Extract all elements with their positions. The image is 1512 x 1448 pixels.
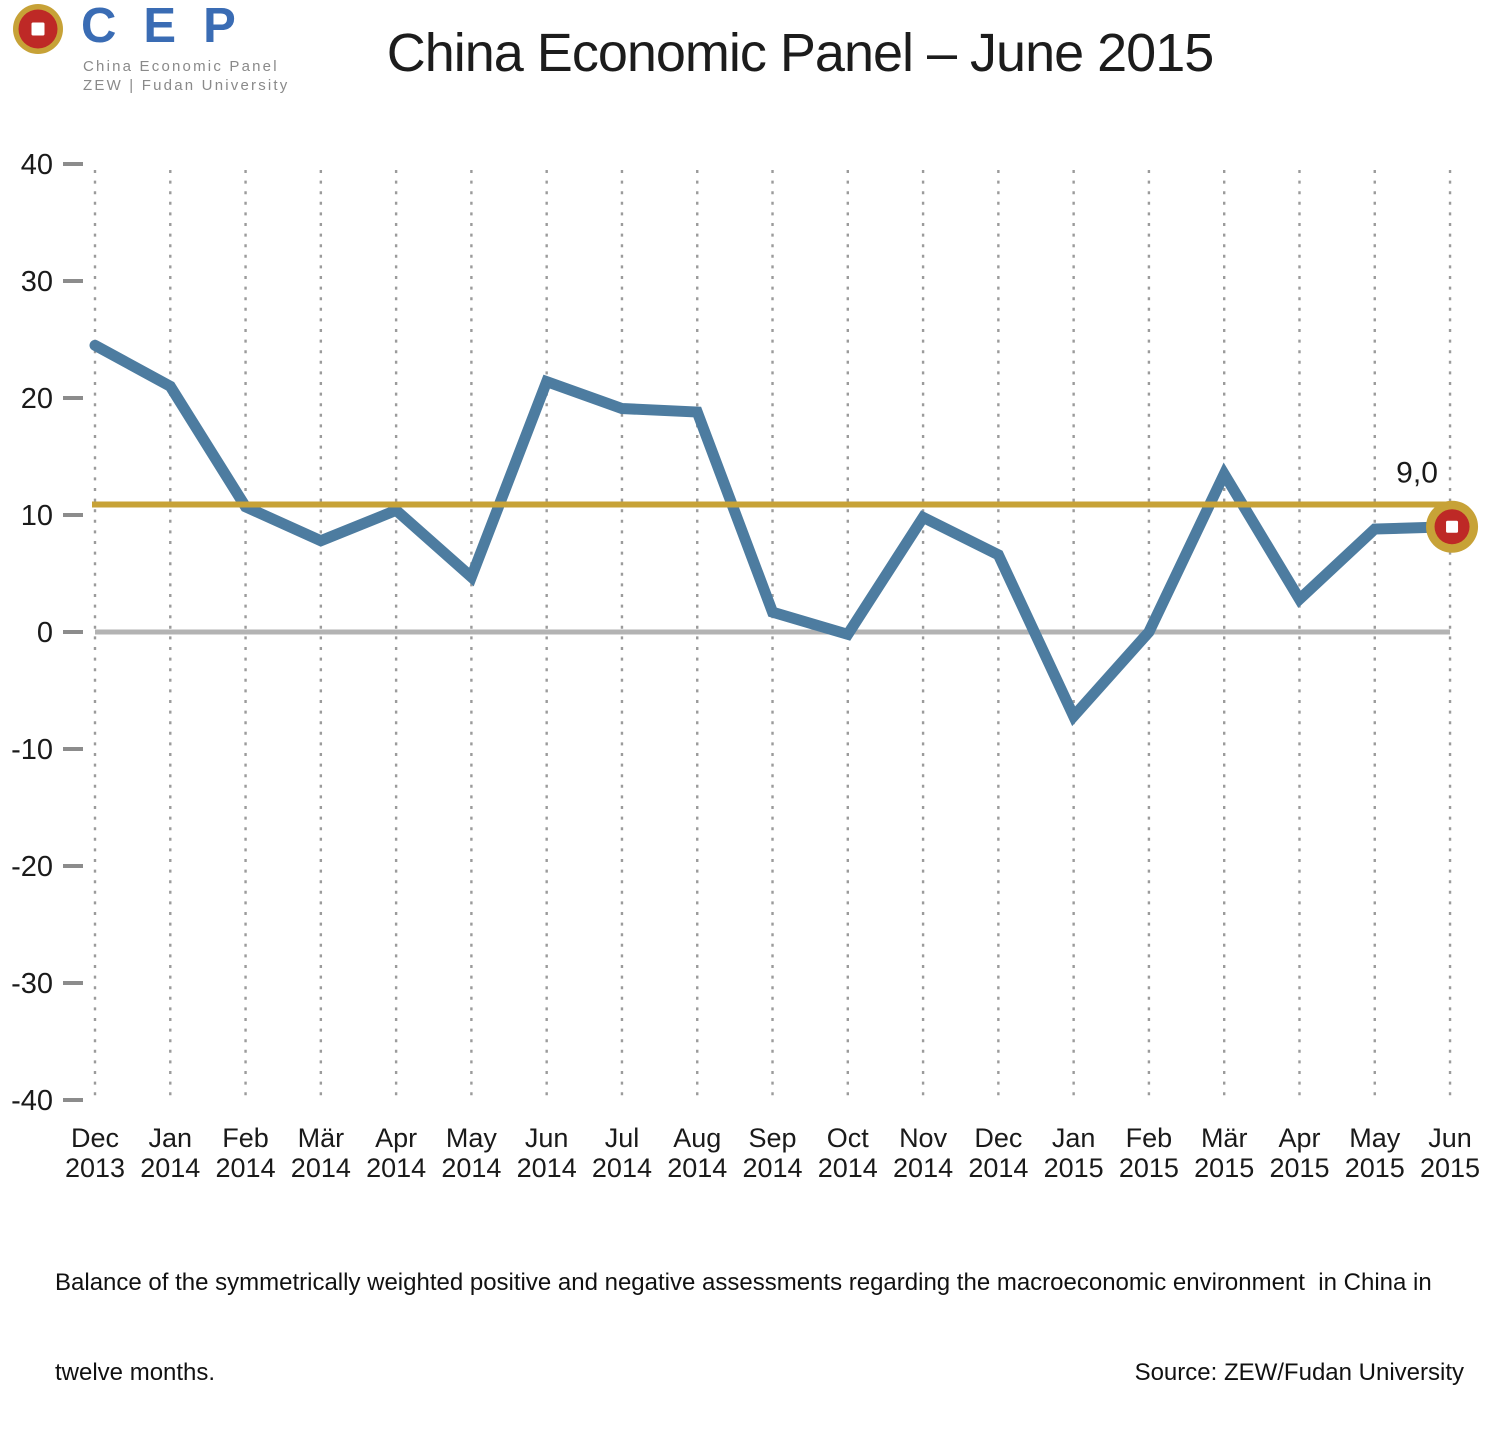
x-tick-year: 2015 <box>1194 1153 1254 1183</box>
cep-chart-page: CEP China Economic Panel ZEW | Fudan Uni… <box>0 0 1480 1387</box>
x-tick-month: Apr <box>1278 1123 1320 1153</box>
last-point-marker <box>1426 500 1479 553</box>
x-tick-month: Dec <box>71 1123 119 1153</box>
footnote-line2: twelve months. <box>55 1359 216 1386</box>
logo-acronym: CEP <box>81 0 263 53</box>
x-tick-year: 2015 <box>1420 1153 1480 1183</box>
y-tick-label: -40 <box>11 1085 53 1117</box>
x-tick-month: Feb <box>222 1123 269 1153</box>
y-tick-label: -30 <box>11 968 53 1000</box>
x-tick-month: Sep <box>748 1123 796 1153</box>
x-tick-year: 2014 <box>216 1153 276 1183</box>
source-credit: Source: ZEW/Fudan University <box>1134 1359 1464 1386</box>
x-tick-year: 2014 <box>140 1153 200 1183</box>
x-tick-month: Mär <box>1201 1123 1248 1153</box>
x-tick-month: Apr <box>375 1123 417 1153</box>
x-tick-year: 2015 <box>1044 1153 1104 1183</box>
x-tick-year: 2014 <box>968 1153 1028 1183</box>
gridlines <box>93 170 1452 1102</box>
x-tick-month: Nov <box>899 1123 948 1153</box>
x-tick-year: 2014 <box>893 1153 953 1183</box>
x-tick-month: Feb <box>1126 1123 1173 1153</box>
x-tick-year: 2014 <box>592 1153 652 1183</box>
footnote-line2-row: twelve months. Source: ZEW/Fudan Univers… <box>55 1358 1464 1388</box>
x-tick-year: 2014 <box>291 1153 351 1183</box>
x-tick-month: Jun <box>525 1123 569 1153</box>
x-tick-month: Jan <box>149 1123 193 1153</box>
y-tick-label: -10 <box>11 734 53 766</box>
x-tick-year: 2015 <box>1269 1153 1329 1183</box>
x-tick-year: 2014 <box>742 1153 802 1183</box>
x-tick-month: Jan <box>1052 1123 1096 1153</box>
chart-canvas: 403020100-10-20-30-409,0Dec2013Jan2014Fe… <box>11 149 1480 1183</box>
x-tick-month: Jul <box>605 1123 640 1153</box>
x-axis: Dec2013Jan2014Feb2014Mär2014Apr2014May20… <box>65 1123 1480 1183</box>
x-tick-month: Oct <box>827 1123 870 1153</box>
x-tick-month: Aug <box>673 1123 721 1153</box>
y-tick-label: 10 <box>21 500 53 532</box>
y-tick-label: 40 <box>21 149 53 181</box>
x-tick-month: Jun <box>1428 1123 1472 1153</box>
y-axis: 40 30 20 10 0 -10 -20 -30 -40 <box>11 149 83 1117</box>
coin-icon <box>13 4 63 54</box>
series-line <box>89 339 1456 727</box>
page-title: China Economic Panel – June 2015 <box>386 23 1215 83</box>
x-tick-month: May <box>446 1123 498 1153</box>
x-tick-year: 2014 <box>517 1153 577 1183</box>
y-tick-label: 0 <box>37 617 53 649</box>
x-tick-year: 2013 <box>65 1153 125 1183</box>
x-tick-month: Dec <box>974 1123 1022 1153</box>
footnote: Balance of the symmetrically weighted po… <box>55 1208 1464 1448</box>
cep-logo: CEP China Economic Panel ZEW | Fudan Uni… <box>0 0 287 100</box>
x-tick-year: 2014 <box>818 1153 878 1183</box>
logo-subtitle-1: China Economic Panel <box>83 58 279 75</box>
footnote-line1: Balance of the symmetrically weighted po… <box>55 1269 1432 1296</box>
x-tick-year: 2014 <box>667 1153 727 1183</box>
x-tick-year: 2015 <box>1119 1153 1179 1183</box>
logo-subtitle-2: ZEW | Fudan University <box>83 77 290 94</box>
y-tick-label: 20 <box>21 383 53 415</box>
last-point-label: 9,0 <box>1396 457 1438 490</box>
x-tick-year: 2014 <box>366 1153 426 1183</box>
x-tick-month: May <box>1349 1123 1401 1153</box>
y-tick-label: -20 <box>11 851 53 883</box>
x-tick-year: 2014 <box>441 1153 501 1183</box>
x-tick-year: 2015 <box>1345 1153 1405 1183</box>
x-tick-month: Mär <box>298 1123 345 1153</box>
y-tick-label: 30 <box>21 266 53 298</box>
